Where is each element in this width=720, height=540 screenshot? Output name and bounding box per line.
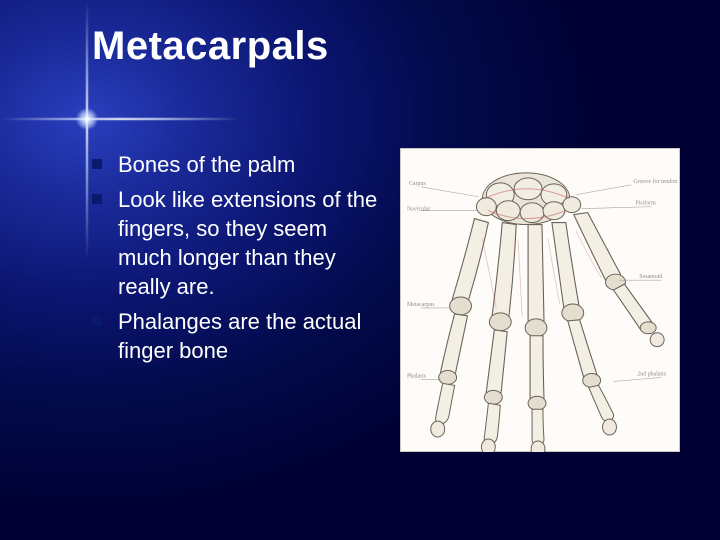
bullet-text: Bones of the palm — [118, 150, 295, 179]
slide-title: Metacarpals — [92, 24, 329, 69]
flare-vertical — [86, 0, 88, 260]
svg-text:Navicular: Navicular — [407, 207, 430, 213]
bullet-text: Phalanges are the actual finger bone — [118, 307, 382, 365]
slide: Metacarpals Bones of the palm Look like … — [0, 0, 720, 540]
hand-skeleton-svg: Carpus Navicular Metacarpus Phalanx Groo… — [401, 148, 679, 452]
svg-text:Groove for tendon: Groove for tendon — [633, 178, 677, 185]
bullet-icon — [92, 194, 102, 204]
list-item: Bones of the palm — [92, 150, 382, 179]
content-area: Bones of the palm Look like extensions o… — [92, 150, 382, 371]
svg-text:Pisiform: Pisiform — [635, 200, 656, 207]
list-item: Phalanges are the actual finger bone — [92, 307, 382, 365]
bullet-text: Look like extensions of the fingers, so … — [118, 185, 382, 301]
svg-text:Phalanx: Phalanx — [407, 373, 426, 379]
list-item: Look like extensions of the fingers, so … — [92, 185, 382, 301]
bullet-list: Bones of the palm Look like extensions o… — [92, 150, 382, 365]
svg-text:Carpus: Carpus — [409, 181, 427, 187]
svg-text:Metacarpus: Metacarpus — [407, 302, 435, 308]
bullet-icon — [92, 316, 102, 326]
svg-text:Sesamoid: Sesamoid — [639, 274, 662, 280]
bullet-icon — [92, 159, 102, 169]
flare-core — [76, 108, 98, 130]
anatomical-image: Carpus Navicular Metacarpus Phalanx Groo… — [400, 148, 680, 452]
svg-text:2nd phalanx: 2nd phalanx — [637, 371, 666, 377]
flare-horizontal — [0, 118, 240, 120]
